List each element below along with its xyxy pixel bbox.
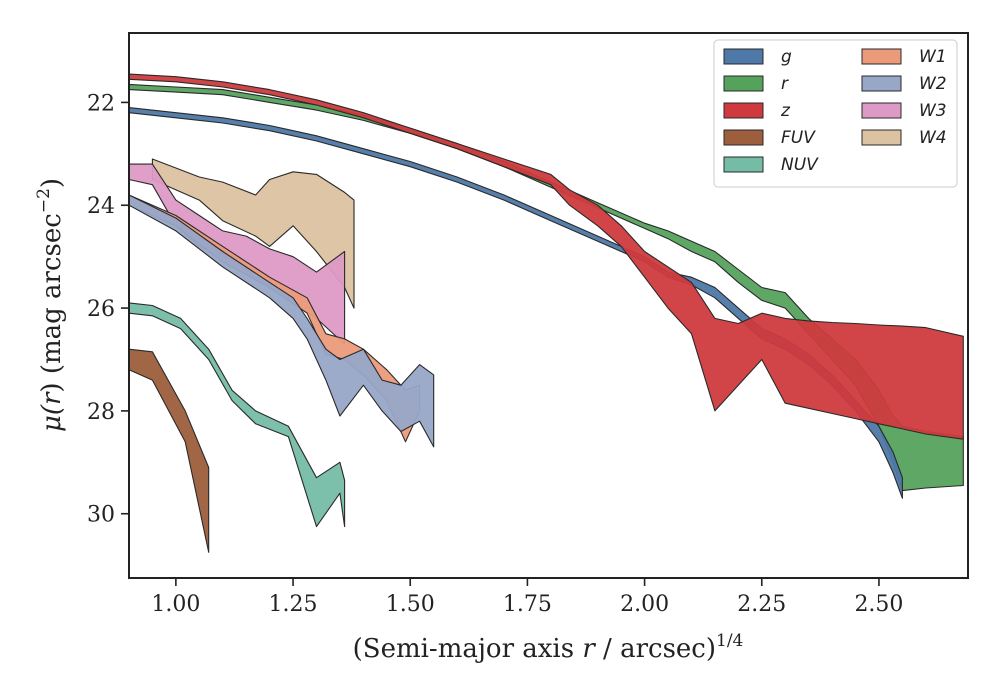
legend-label-r: r bbox=[781, 74, 789, 94]
band-w2 bbox=[128, 194, 435, 448]
x-tick-label: 2.25 bbox=[737, 592, 786, 617]
legend-swatch-nuv bbox=[723, 156, 764, 173]
legend-swatch-w4 bbox=[861, 129, 902, 146]
band-layer bbox=[128, 73, 964, 553]
legend-label-nuv: NUV bbox=[781, 155, 819, 175]
plot-frame bbox=[128, 32, 969, 579]
y-tick-label: 28 bbox=[87, 400, 115, 425]
band-nuv bbox=[128, 302, 346, 528]
legend-swatch-w1 bbox=[861, 48, 902, 65]
y-tick-label: 30 bbox=[87, 503, 115, 528]
y-axis-label: μ(r) (mag arcsec−2) bbox=[34, 178, 67, 432]
x-tick-label: 1.25 bbox=[269, 592, 318, 617]
legend-swatch-fuv bbox=[723, 129, 764, 146]
y-tick-label: 24 bbox=[87, 194, 115, 219]
x-tick-label: 1.75 bbox=[503, 592, 552, 617]
legend-label-w2: W2 bbox=[919, 74, 947, 94]
band-z bbox=[128, 73, 964, 440]
band-fuv bbox=[128, 348, 210, 553]
legend-label-w1: W1 bbox=[919, 47, 947, 67]
legend-label-w3: W3 bbox=[919, 101, 947, 121]
y-axis-ticks: 22 24 26 28 30 bbox=[87, 91, 129, 528]
legend-swatch-g bbox=[723, 48, 764, 65]
x-tick-label: 1.00 bbox=[151, 592, 200, 617]
band-g bbox=[128, 107, 903, 499]
legend-label-z: z bbox=[780, 101, 791, 121]
y-tick-label: 22 bbox=[87, 91, 115, 116]
legend-swatch-z bbox=[723, 102, 764, 119]
legend-swatch-r bbox=[723, 75, 764, 92]
y-tick-label: 26 bbox=[87, 297, 115, 322]
x-tick-label: 1.50 bbox=[386, 592, 435, 617]
x-axis-label: (Semi-major axis r / arcsec)1/4 bbox=[353, 631, 744, 664]
band-w4 bbox=[151, 158, 355, 309]
x-tick-label: 2.50 bbox=[854, 592, 903, 617]
legend: grz FUV NUV W1 W2 W3 W4 bbox=[713, 39, 958, 188]
legend-label-g: g bbox=[781, 47, 792, 67]
legend-label-fuv: FUV bbox=[781, 128, 816, 148]
legend-swatch-w3 bbox=[861, 102, 902, 119]
x-axis-ticks: 1.00 1.25 1.50 1.75 2.00 2.25 2.50 bbox=[151, 578, 903, 617]
legend-swatch-w2 bbox=[861, 75, 902, 92]
legend-label-w4: W4 bbox=[919, 128, 947, 148]
x-tick-label: 2.00 bbox=[620, 592, 669, 617]
